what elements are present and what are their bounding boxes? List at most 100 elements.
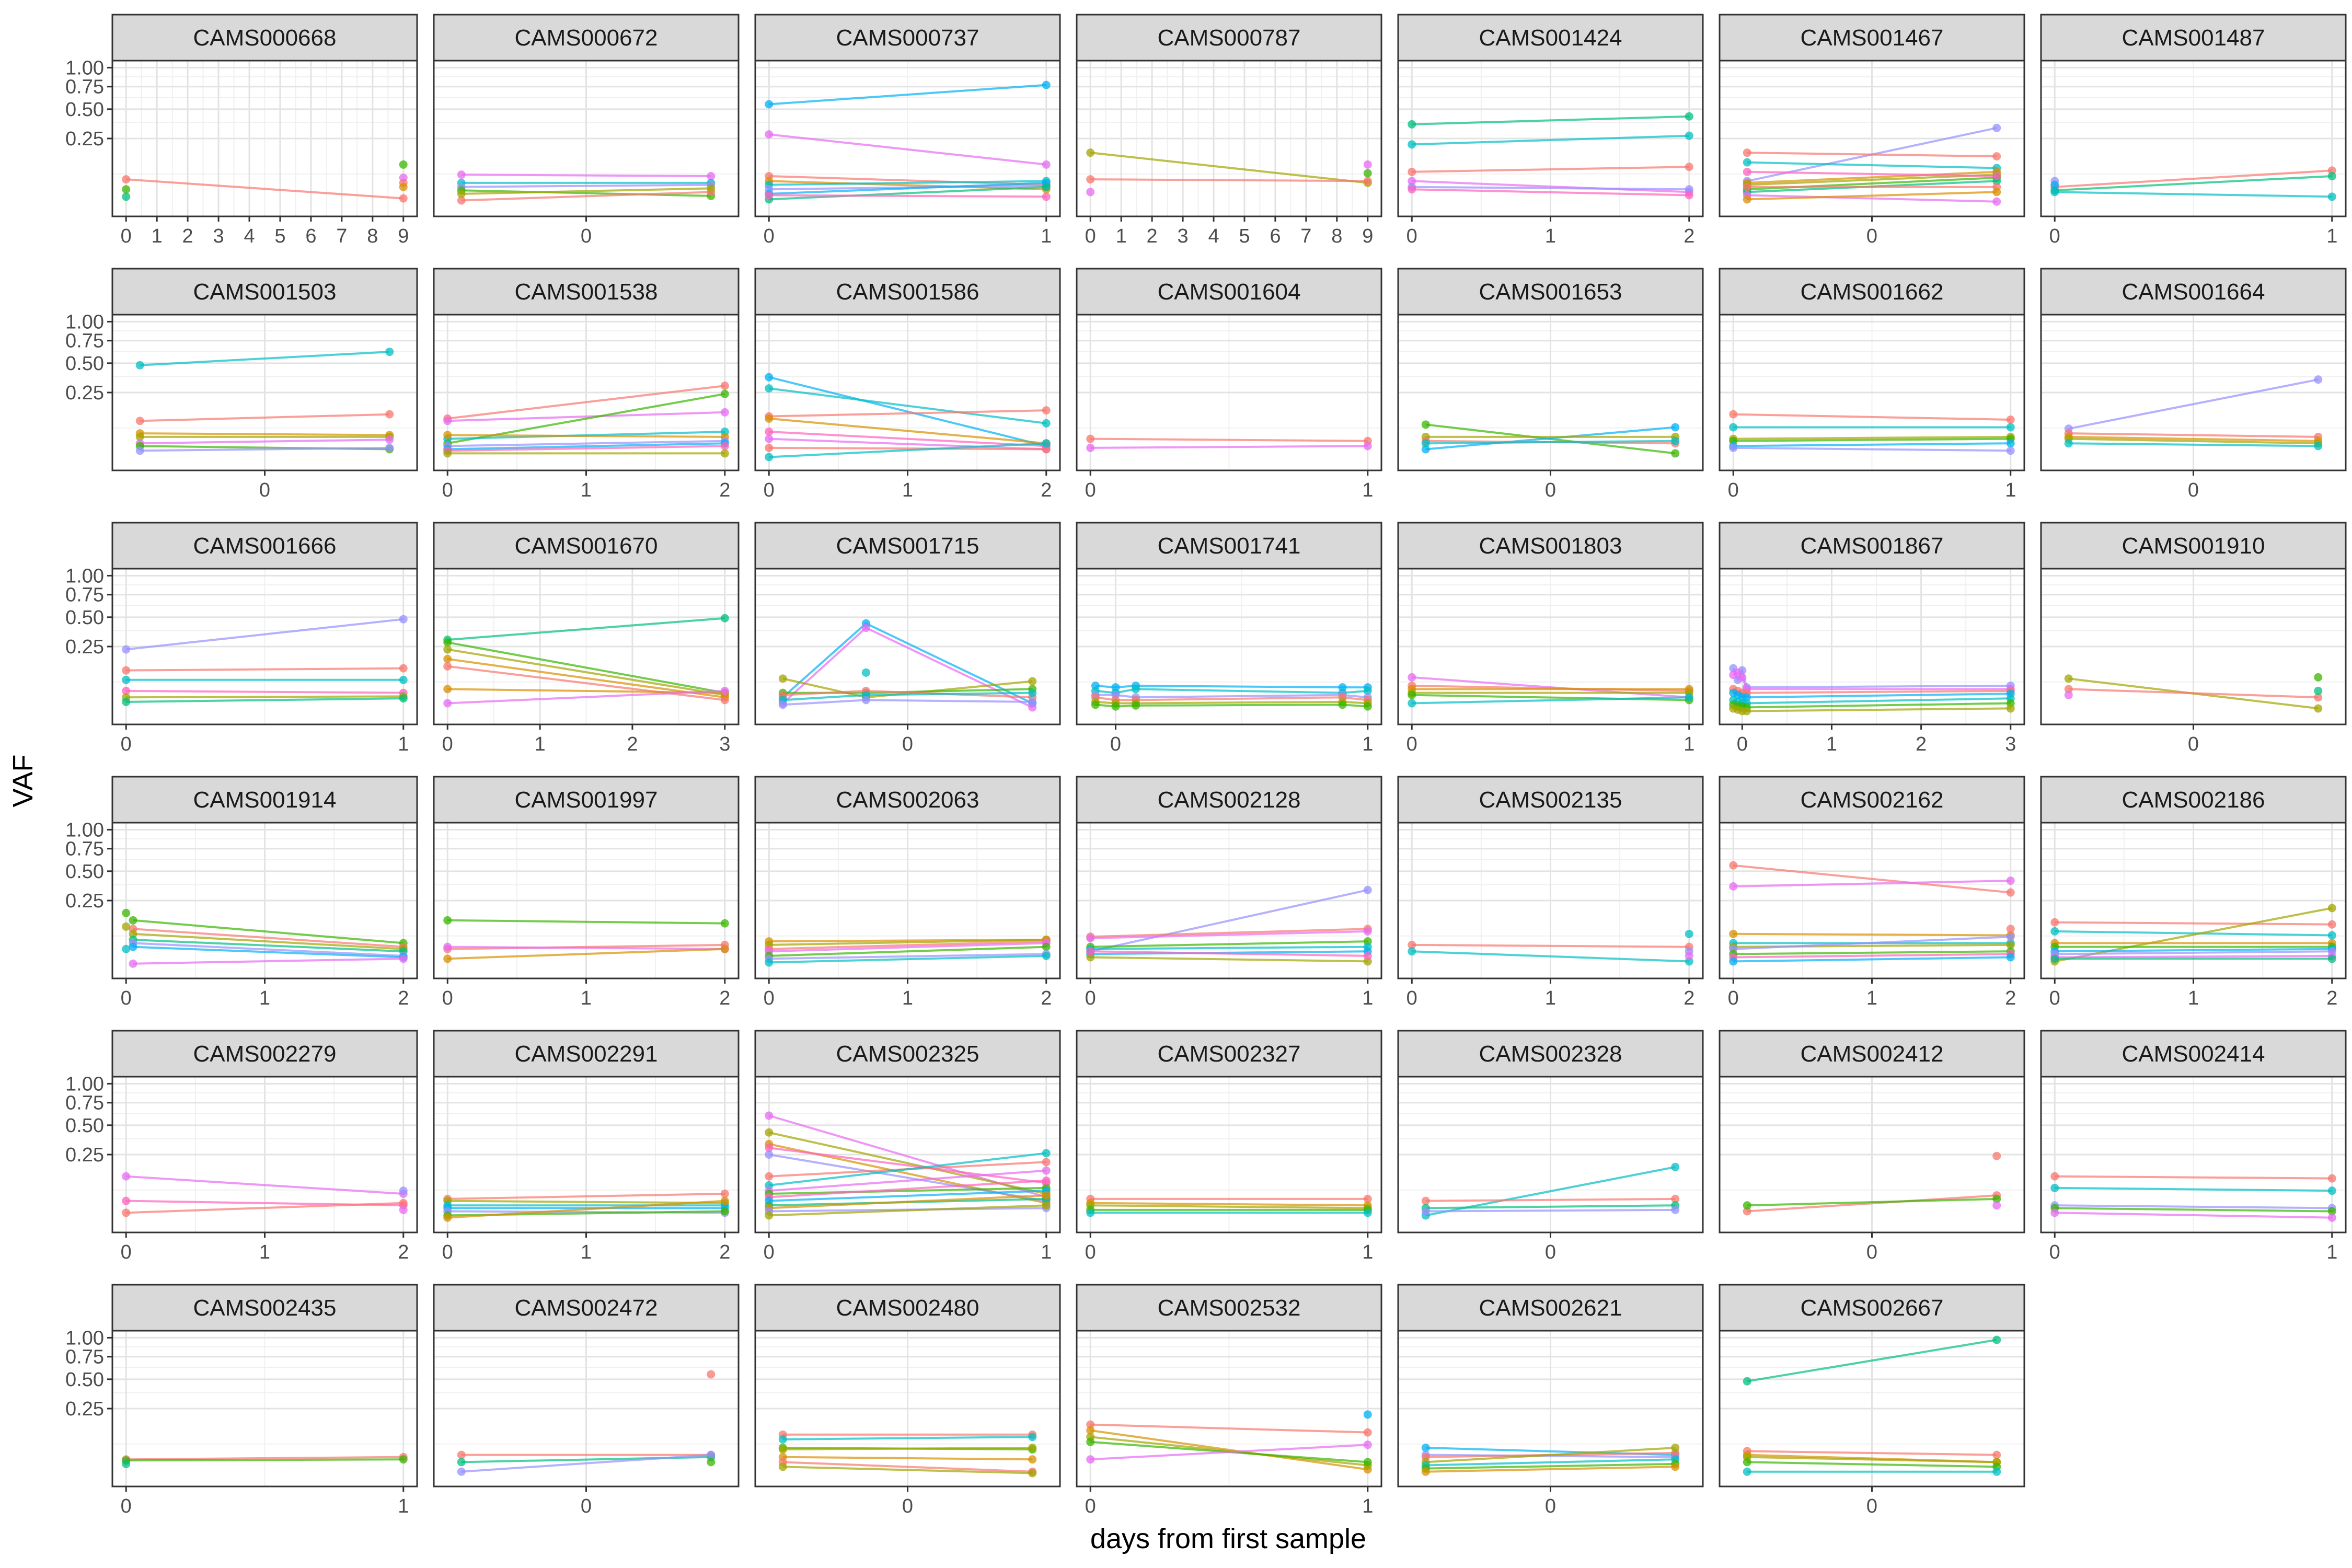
series-line <box>1090 889 1368 953</box>
series-line <box>1733 446 2011 452</box>
data-point <box>2050 1208 2059 1217</box>
data-point <box>1671 449 1680 458</box>
data-point <box>1738 673 1747 682</box>
data-point <box>707 184 716 193</box>
series-line <box>1090 1202 1368 1207</box>
facet-strip-label: CAMS001467 <box>1801 25 1944 51</box>
x-tick-label: 2 <box>1684 987 1694 1009</box>
data-point <box>2327 1207 2336 1216</box>
series-line <box>461 183 711 188</box>
data-point <box>1363 1458 1372 1467</box>
data-point <box>122 686 131 695</box>
data-point <box>1743 1467 1751 1476</box>
x-tick-label: 4 <box>244 225 255 247</box>
data-point <box>1743 148 1751 157</box>
data-point <box>1028 697 1037 706</box>
series-line <box>126 1202 403 1214</box>
data-point <box>1363 951 1372 960</box>
data-point <box>135 361 144 370</box>
data-point <box>1338 700 1347 709</box>
x-tick-label: 1 <box>1362 1241 1373 1263</box>
data-point <box>1086 933 1095 942</box>
series-line <box>2068 378 2319 430</box>
x-tick-label: 0 <box>581 225 592 247</box>
data-point <box>399 182 408 191</box>
series-line <box>133 939 403 953</box>
facet-panel: CAMS001666 0 1 0.25 0.500.751.00 <box>65 522 418 755</box>
x-tick-label: 0 <box>259 479 270 501</box>
series-line <box>769 953 1046 960</box>
data-point <box>1992 171 2001 180</box>
series-line <box>769 446 1046 451</box>
data-point <box>765 1150 774 1159</box>
x-tick-label: 2 <box>627 733 638 755</box>
data-point <box>2050 188 2059 197</box>
x-tick-label: 1 <box>2188 987 2199 1009</box>
series-line <box>461 1454 711 1473</box>
facet-panel: CAMS001503 0 0.25 0.500.751.00 <box>65 268 418 501</box>
facet-panel: CAMS002186 0 1 2 <box>2040 776 2347 1009</box>
data-point <box>765 1211 774 1220</box>
y-tick-label: 0.25 <box>65 1144 104 1166</box>
series-line <box>1425 1197 1676 1202</box>
data-point <box>1028 1443 1037 1452</box>
series-line <box>447 689 725 705</box>
series-line <box>140 446 390 452</box>
data-point <box>1042 1201 1051 1210</box>
data-point <box>720 389 729 398</box>
series-line <box>126 178 403 200</box>
data-point <box>720 449 729 458</box>
data-point <box>1685 929 1693 938</box>
series-line <box>769 1194 1046 1209</box>
y-axis-title: VAF <box>7 754 39 807</box>
series-line <box>447 385 725 420</box>
facet-strip <box>433 1030 740 1078</box>
x-tick-label: 0 <box>121 733 132 755</box>
facet-panel: CAMS001586 0 1 2 <box>754 268 1061 501</box>
x-tick-label: 2 <box>1684 225 1694 247</box>
series-line <box>2055 1212 2332 1219</box>
data-point <box>457 1467 466 1476</box>
data-point <box>765 1172 774 1181</box>
facet-panel: CAMS001914 0 1 2 0.25 0.500.751.00 <box>65 776 418 1009</box>
series-line <box>461 187 711 195</box>
data-point <box>1685 131 1693 140</box>
y-tick-label: 0.75 <box>65 584 104 606</box>
panel-border <box>1076 822 1382 979</box>
data-point <box>1992 1335 2001 1344</box>
data-point <box>2050 1183 2059 1192</box>
data-point <box>2327 192 2336 201</box>
data-point <box>129 942 137 951</box>
x-tick-label: 8 <box>367 225 378 247</box>
facet-strip <box>1719 14 2025 62</box>
x-tick-label: 9 <box>1362 225 1373 247</box>
facet-panel: CAMS001867 0 1 2 3 <box>1719 522 2025 755</box>
series-line <box>1412 696 1689 705</box>
facet-strip <box>1076 1030 1382 1078</box>
x-tick-label: 0 <box>121 1495 132 1517</box>
y-tick-label: 0.50 <box>65 1115 104 1137</box>
series-line <box>126 689 403 694</box>
data-point <box>1042 160 1051 169</box>
series-line <box>1733 950 2011 955</box>
data-point <box>1671 1194 1680 1203</box>
series-line <box>447 1193 725 1200</box>
facet-strip <box>1397 14 1704 62</box>
data-point <box>1729 929 1738 938</box>
x-tick-label: 1 <box>581 479 592 501</box>
data-point <box>1743 158 1751 167</box>
x-tick-label: 2 <box>719 479 730 501</box>
x-tick-label: 2 <box>1041 987 1052 1009</box>
x-tick-label: 0 <box>442 1241 453 1263</box>
data-point <box>443 417 452 425</box>
x-tick-label: 0 <box>764 225 775 247</box>
data-point <box>1685 951 1693 960</box>
data-point <box>399 675 408 684</box>
series-line <box>1090 928 1368 938</box>
data-point <box>2314 704 2323 713</box>
facet-strip <box>433 14 740 62</box>
series-line <box>133 919 403 944</box>
y-tick-label: 1.00 <box>65 1327 104 1349</box>
facet-strip <box>754 1030 1061 1078</box>
x-tick-label: 1 <box>1826 733 1837 755</box>
